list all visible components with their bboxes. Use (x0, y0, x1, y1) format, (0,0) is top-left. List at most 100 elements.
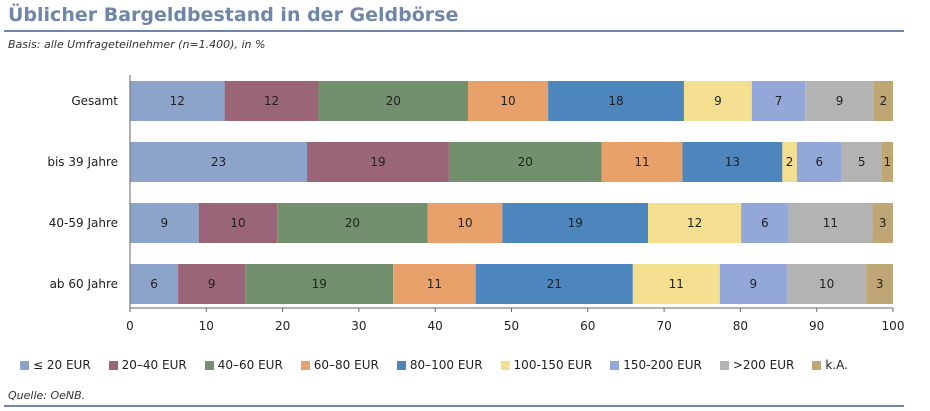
legend-label: 150-200 EUR (623, 358, 702, 372)
bar-segment (548, 81, 684, 121)
data-label: 3 (879, 216, 887, 230)
bar-segment (782, 142, 797, 182)
legend-label: 20–40 EUR (121, 358, 187, 372)
x-tick-label: 80 (733, 319, 748, 333)
bar-segment (788, 203, 873, 243)
bar-segment (719, 264, 787, 304)
data-label: 20 (345, 216, 360, 230)
bar-segment (130, 264, 179, 304)
bar-segment (873, 81, 893, 121)
category-label: bis 39 Jahre (47, 155, 118, 169)
data-label: 11 (823, 216, 838, 230)
title-divider (4, 30, 904, 32)
bar-segment (502, 203, 649, 243)
data-label: 9 (836, 94, 844, 108)
data-label: 19 (568, 216, 583, 230)
data-label: 11 (634, 155, 649, 169)
bar-segment (751, 81, 806, 121)
legend-label: 80–100 EUR (409, 358, 483, 372)
legend-item: ≤ 20 EUR (20, 358, 91, 372)
data-label: 11 (427, 277, 442, 291)
data-label: 1 (883, 155, 891, 169)
legend-label: 60–80 EUR (313, 358, 379, 372)
bar-segment (224, 81, 319, 121)
bar-segment (318, 81, 469, 121)
legend-swatch (204, 360, 214, 370)
bar-segment (866, 264, 893, 304)
legend-swatch (610, 360, 620, 370)
legend-swatch (396, 360, 406, 370)
data-label: 12 (170, 94, 185, 108)
legend-item: 80–100 EUR (396, 358, 483, 372)
bar-segment (881, 142, 893, 182)
bar-segment (786, 264, 867, 304)
legend-swatch (500, 360, 510, 370)
bar-segment (632, 264, 720, 304)
bar-segment (448, 142, 602, 182)
data-label: 23 (211, 155, 226, 169)
bar-segment (872, 203, 893, 243)
data-label: 2 (786, 155, 794, 169)
data-label: 20 (386, 94, 401, 108)
x-tick-label: 20 (275, 319, 290, 333)
data-label: 12 (264, 94, 279, 108)
bar-segment (307, 142, 449, 182)
legend-item: 40–60 EUR (204, 358, 283, 372)
bar-segment (601, 142, 683, 182)
chart-legend: ≤ 20 EUR 20–40 EUR 40–60 EUR 60–80 EUR 80–10… (20, 358, 866, 372)
x-tick-label: 30 (351, 319, 366, 333)
data-label: 3 (876, 277, 884, 291)
category-label: 40-59 Jahre (49, 216, 118, 230)
bar-segment (475, 264, 633, 304)
data-label: 10 (457, 216, 472, 230)
data-label: 19 (312, 277, 327, 291)
data-label: 9 (714, 94, 722, 108)
legend-item: 100-150 EUR (500, 358, 592, 372)
x-tick-label: 50 (504, 319, 519, 333)
data-label: 13 (725, 155, 740, 169)
legend-swatch (812, 360, 822, 370)
x-tick-label: 100 (882, 319, 905, 333)
bar-segment (796, 142, 842, 182)
bar-segment (682, 142, 783, 182)
legend-label: 40–60 EUR (217, 358, 283, 372)
x-tick-label: 10 (199, 319, 214, 333)
data-label: 10 (230, 216, 245, 230)
legend-swatch (300, 360, 310, 370)
data-label: 9 (161, 216, 169, 230)
legend-item: k.A. (812, 358, 848, 372)
data-label: 11 (669, 277, 684, 291)
x-tick-label: 90 (809, 319, 824, 333)
legend-item: 60–80 EUR (300, 358, 379, 372)
data-label: 6 (761, 216, 769, 230)
bar-segment (277, 203, 428, 243)
data-label: 21 (547, 277, 562, 291)
data-label: 9 (750, 277, 758, 291)
bar-segment (648, 203, 742, 243)
chart-subtitle: Basis: alle Umfrageteilnehmer (n=1.400),… (8, 38, 266, 51)
chart-title: Üblicher Bargeldbestand in der Geldbörse (8, 4, 459, 26)
data-label: 9 (208, 277, 216, 291)
data-label: 5 (858, 155, 866, 169)
bar-segment (805, 81, 874, 121)
data-label: 19 (370, 155, 385, 169)
legend-item: 20–40 EUR (108, 358, 187, 372)
legend-label: ≤ 20 EUR (33, 358, 91, 372)
legend-swatch (719, 360, 729, 370)
bar-segment (468, 81, 549, 121)
legend-swatch (20, 360, 29, 370)
x-tick-label: 70 (656, 319, 671, 333)
data-label: 10 (819, 277, 834, 291)
bar-segment (393, 264, 476, 304)
bar-segment (741, 203, 789, 243)
category-label: ab 60 Jahre (50, 277, 118, 291)
data-label: 6 (816, 155, 824, 169)
legend-swatch (108, 360, 118, 370)
bar-segment (427, 203, 503, 243)
bar-segment (178, 264, 246, 304)
bar-segment (198, 203, 278, 243)
data-label: 10 (500, 94, 515, 108)
bar-segment (130, 142, 308, 182)
data-label: 18 (608, 94, 623, 108)
data-label: 12 (687, 216, 702, 230)
